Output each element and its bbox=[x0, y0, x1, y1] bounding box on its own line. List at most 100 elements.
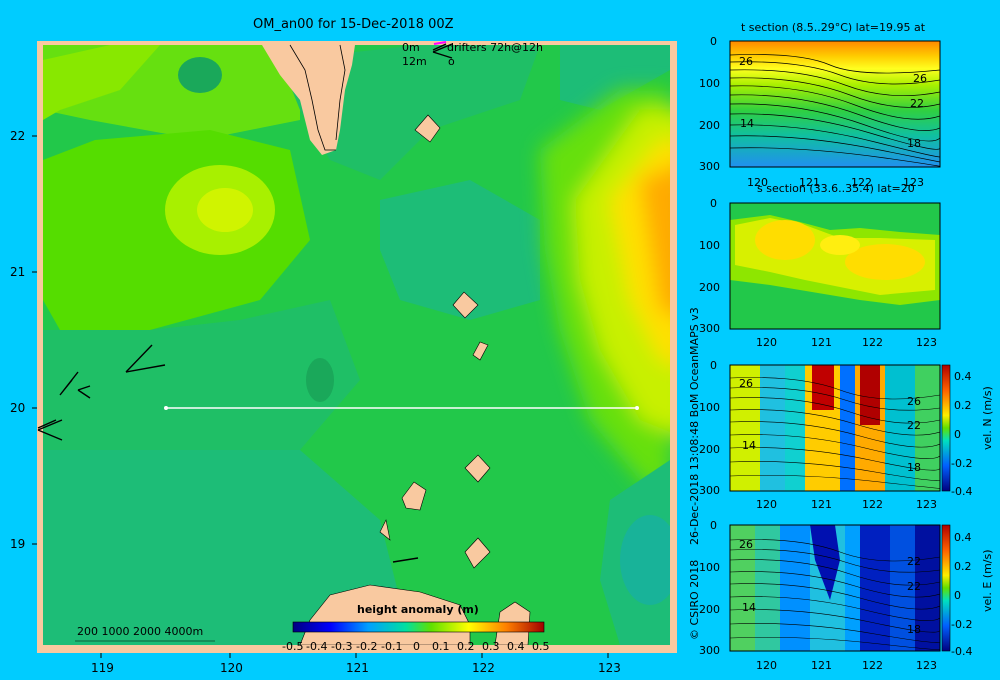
lon-tick: 121 bbox=[811, 336, 832, 349]
lon-tick: 123 bbox=[916, 659, 937, 672]
land-taiwan bbox=[262, 45, 355, 155]
contour-label: 22 bbox=[907, 555, 921, 568]
contour-label: 26 bbox=[739, 538, 753, 551]
contour-label: 26 bbox=[913, 72, 927, 85]
vel-e-tick: 0.4 bbox=[954, 531, 972, 544]
colorbar-tick: 0.1 bbox=[432, 640, 450, 653]
y-tick-label: 22 bbox=[10, 129, 26, 143]
vel-e-tick: 0.2 bbox=[954, 560, 972, 573]
depth-tick: 100 bbox=[699, 239, 720, 252]
islands bbox=[379, 114, 491, 569]
vel-e-label: vel. E (m/s) bbox=[981, 549, 994, 612]
height-anomaly-colorbar bbox=[292, 621, 545, 633]
lon-tick: 122 bbox=[851, 176, 872, 189]
vel-n-tick: -0.4 bbox=[951, 485, 973, 498]
lon-tick: 122 bbox=[862, 498, 883, 511]
colorbar-tick: 0.3 bbox=[482, 640, 500, 653]
contour-label: 22 bbox=[907, 419, 921, 432]
lon-tick: 121 bbox=[811, 659, 832, 672]
vel-n-tick: -0.2 bbox=[951, 457, 973, 470]
contour-label: 18 bbox=[907, 137, 921, 150]
lon-tick: 121 bbox=[811, 498, 832, 511]
x-tick-label: 122 bbox=[472, 661, 495, 675]
t-section-panel bbox=[729, 40, 941, 168]
depth-tick: 100 bbox=[699, 401, 720, 414]
contour-label: 22 bbox=[910, 97, 924, 110]
y-tick-label: 21 bbox=[10, 265, 26, 279]
depth-tick: 200 bbox=[699, 281, 720, 294]
depth-tick: 300 bbox=[699, 322, 720, 335]
lon-tick: 120 bbox=[756, 336, 777, 349]
contour-label: 18 bbox=[907, 461, 921, 474]
colorbar-tick: 0.2 bbox=[457, 640, 475, 653]
v-section-panel bbox=[730, 365, 940, 491]
depth-tick: 200 bbox=[699, 443, 720, 456]
u-section-panel bbox=[730, 525, 940, 651]
colorbar-tick: -0.2 bbox=[356, 640, 378, 653]
drifters-label: drifters 72h@12h bbox=[447, 41, 544, 54]
depth-tick: 300 bbox=[699, 644, 720, 657]
vel-n-tick: 0.4 bbox=[954, 370, 972, 383]
x-tick-label: 120 bbox=[220, 661, 243, 675]
x-tick-label: 119 bbox=[91, 661, 114, 675]
lon-tick: 120 bbox=[756, 659, 777, 672]
s-section-panel bbox=[730, 203, 940, 329]
colorbar-tick: 0.5 bbox=[532, 640, 550, 653]
drifters-depth-12: 12m bbox=[402, 55, 427, 68]
x-tick-label: 123 bbox=[598, 661, 621, 675]
height-anomaly-field bbox=[43, 45, 670, 645]
colorbar-tick: -0.5 bbox=[282, 640, 304, 653]
contour-label: 18 bbox=[907, 623, 921, 636]
vel-n-tick: 0.2 bbox=[954, 399, 972, 412]
lon-tick: 120 bbox=[747, 176, 768, 189]
drifters-depth-0: 0m bbox=[402, 41, 420, 54]
x-tick-label: 121 bbox=[346, 661, 369, 675]
contour-label: 14 bbox=[742, 601, 756, 614]
contour-label: 26 bbox=[739, 377, 753, 390]
depth-tick: 100 bbox=[699, 561, 720, 574]
colorbar-tick: -0.3 bbox=[331, 640, 353, 653]
lon-tick: 120 bbox=[756, 498, 777, 511]
y-tick-label: 19 bbox=[10, 537, 26, 551]
vel-n-colorbar bbox=[941, 364, 951, 492]
wind-barbs bbox=[37, 43, 453, 563]
lon-tick: 121 bbox=[799, 176, 820, 189]
lon-tick: 122 bbox=[862, 336, 883, 349]
lon-tick: 122 bbox=[862, 659, 883, 672]
y-tick-label: 20 bbox=[10, 401, 26, 415]
depth-tick: 100 bbox=[699, 77, 720, 90]
vel-e-tick: 0 bbox=[954, 589, 961, 602]
depth-tick: 0 bbox=[710, 359, 717, 372]
vel-e-colorbar bbox=[941, 524, 951, 652]
vel-e-tick: -0.4 bbox=[951, 645, 973, 658]
map-title: OM_an00 for 15-Dec-2018 00Z bbox=[253, 17, 454, 32]
depth-tick: 0 bbox=[710, 197, 717, 210]
lon-tick: 123 bbox=[916, 336, 937, 349]
depth-tick: 0 bbox=[710, 519, 717, 532]
vel-n-tick: 0 bbox=[954, 428, 961, 441]
colorbar-tick: 0.4 bbox=[507, 640, 525, 653]
s-section-title: s section (33.6..35.4) lat=20 bbox=[757, 182, 915, 195]
lon-tick: 123 bbox=[903, 176, 924, 189]
vel-n-label: vel. N (m/s) bbox=[981, 386, 994, 450]
depth-tick: 300 bbox=[699, 160, 720, 173]
contour-label: 26 bbox=[907, 395, 921, 408]
depth-tick: 300 bbox=[699, 484, 720, 497]
depth-tick: 0 bbox=[710, 35, 717, 48]
contour-label: 22 bbox=[907, 580, 921, 593]
drifters-small-marker: o bbox=[448, 55, 455, 68]
contour-label: 14 bbox=[740, 117, 754, 130]
lon-tick: 123 bbox=[916, 498, 937, 511]
t-section-title: t section (8.5..29°C) lat=19.95 at bbox=[741, 21, 926, 34]
colorbar-tick: 0 bbox=[413, 640, 420, 653]
contour-label: 14 bbox=[742, 439, 756, 452]
colorbar-tick: -0.4 bbox=[306, 640, 328, 653]
colorbar-tick: -0.1 bbox=[381, 640, 403, 653]
contour-label: 26 bbox=[739, 55, 753, 68]
depth-tick: 200 bbox=[699, 603, 720, 616]
bathymetry-scale: 200 1000 2000 4000m bbox=[77, 625, 204, 638]
vel-e-tick: -0.2 bbox=[951, 618, 973, 631]
